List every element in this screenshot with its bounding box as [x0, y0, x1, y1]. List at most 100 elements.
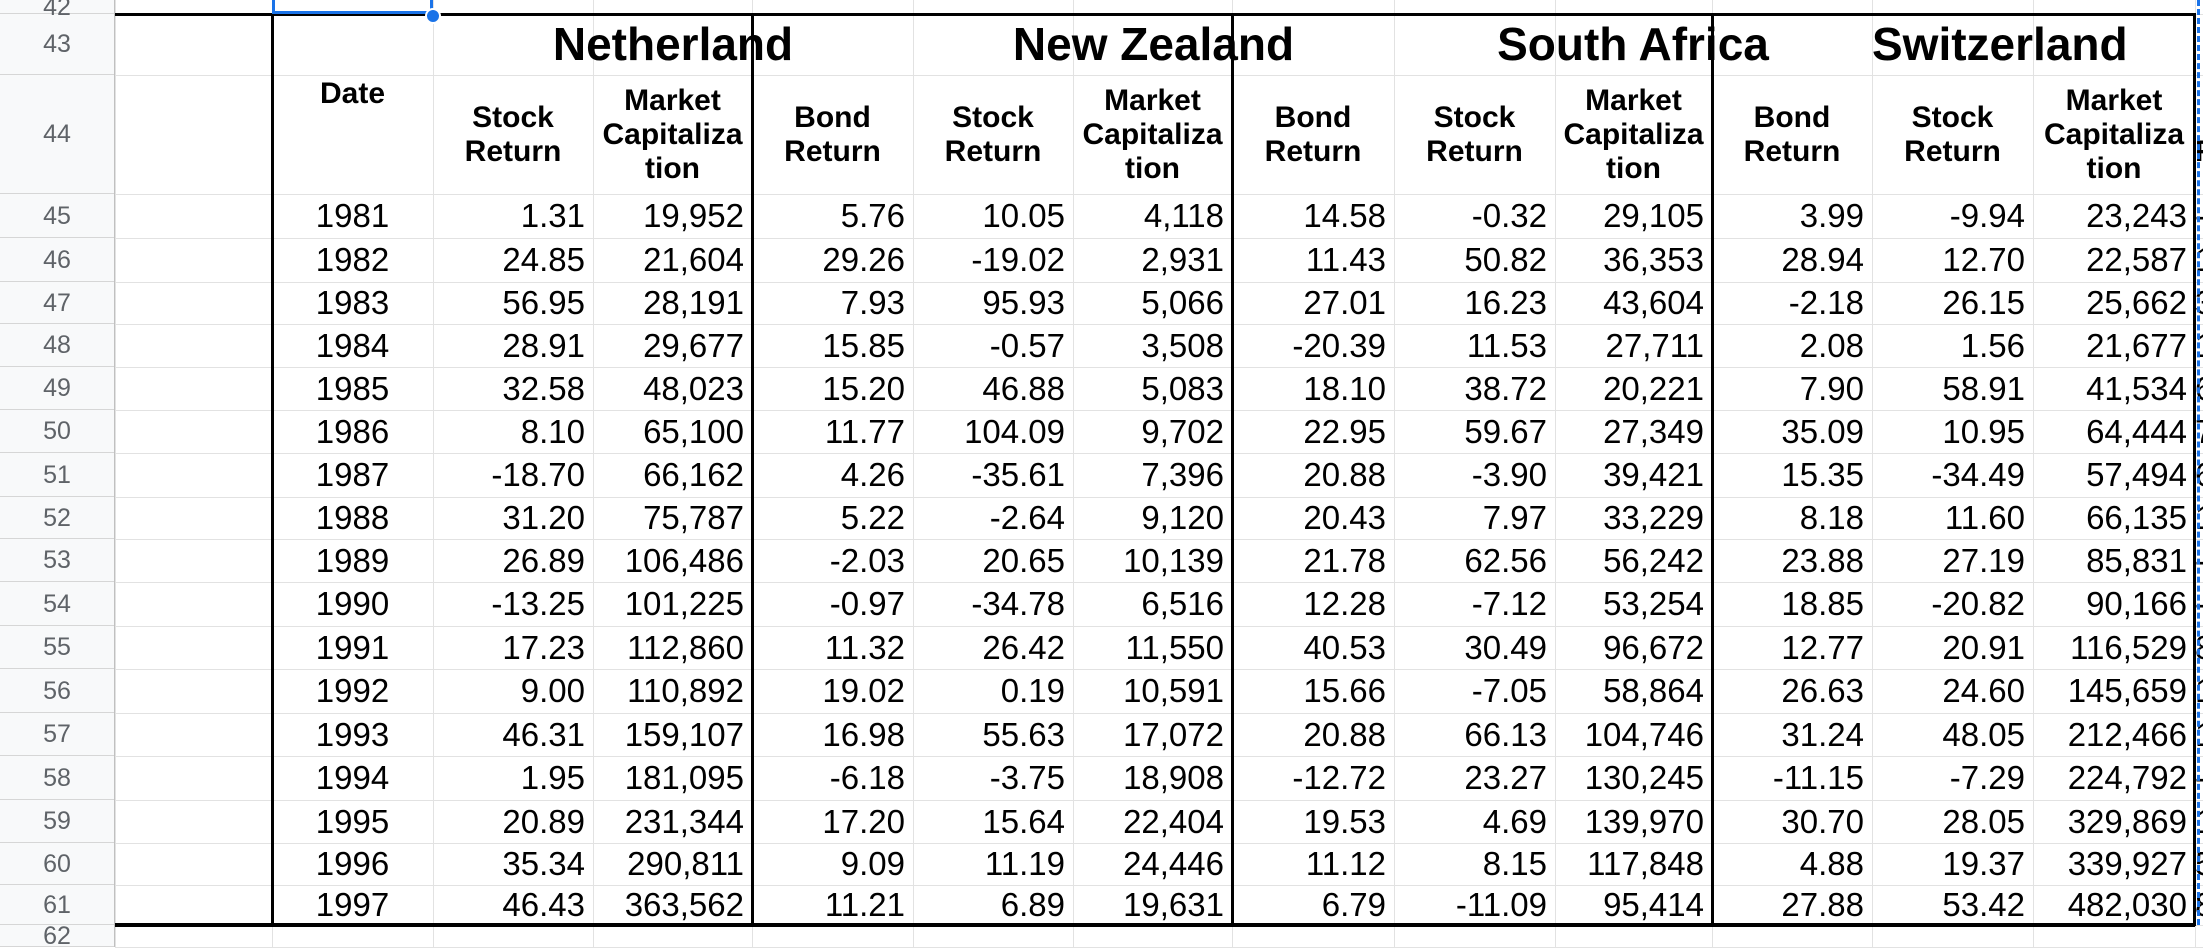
value-cell[interactable]: 2.08: [1799, 327, 1864, 364]
value-cell[interactable]: 20.43: [1303, 499, 1386, 536]
value-cell[interactable]: -7.29: [1949, 759, 2025, 796]
value-cell[interactable]: -20.39: [1292, 327, 1386, 364]
value-cell[interactable]: 7.90: [1799, 370, 1864, 407]
value-cell[interactable]: 290,811: [627, 845, 744, 882]
value-cell[interactable]: 29,677: [643, 327, 744, 364]
value-cell[interactable]: 41,534: [2086, 370, 2187, 407]
value-cell[interactable]: -0.32: [1471, 197, 1547, 234]
row-number[interactable]: 47: [0, 282, 114, 324]
value-cell[interactable]: 28.91: [502, 327, 585, 364]
value-cell[interactable]: 22,587: [2086, 241, 2187, 278]
value-cell[interactable]: 33,229: [1603, 499, 1704, 536]
value-cell[interactable]: 17,072: [1123, 716, 1224, 753]
value-cell[interactable]: 38.72: [1464, 370, 1547, 407]
value-cell[interactable]: 55.63: [982, 716, 1065, 753]
row-number[interactable]: 44: [0, 75, 114, 194]
value-cell[interactable]: 159,107: [624, 716, 744, 753]
value-cell[interactable]: 28.05: [1942, 803, 2025, 840]
value-cell[interactable]: 46.43: [502, 886, 585, 923]
value-cell[interactable]: 22,404: [1123, 803, 1224, 840]
value-cell[interactable]: -2.18: [1788, 284, 1864, 321]
value-cell[interactable]: 4.26: [840, 456, 905, 493]
row-number[interactable]: 49: [0, 367, 114, 410]
value-cell[interactable]: 17.23: [502, 629, 585, 666]
value-cell[interactable]: 10.95: [1942, 413, 2025, 450]
value-cell[interactable]: 66.13: [1464, 716, 1547, 753]
value-cell[interactable]: 26.63: [1781, 672, 1864, 709]
fill-handle[interactable]: [425, 8, 441, 24]
value-cell[interactable]: 24,446: [1123, 845, 1224, 882]
value-cell[interactable]: -18.70: [491, 456, 585, 493]
value-cell[interactable]: 95,414: [1603, 886, 1704, 923]
row-number[interactable]: 56: [0, 669, 114, 713]
value-cell[interactable]: 27.01: [1303, 284, 1386, 321]
row-number[interactable]: 48: [0, 324, 114, 367]
row-number[interactable]: 55: [0, 626, 114, 669]
value-cell[interactable]: 14.58: [1303, 197, 1386, 234]
value-cell[interactable]: -20.82: [1931, 585, 2025, 622]
value-cell[interactable]: 15.64: [982, 803, 1065, 840]
value-cell[interactable]: 11.43: [1305, 241, 1386, 278]
row-number[interactable]: 46: [0, 238, 114, 282]
row-number[interactable]: 58: [0, 756, 114, 800]
value-cell[interactable]: 15.35: [1781, 456, 1864, 493]
value-cell[interactable]: 30.49: [1464, 629, 1547, 666]
value-cell[interactable]: 106,486: [624, 542, 744, 579]
date-cell[interactable]: 1987: [315, 456, 390, 493]
value-cell[interactable]: 16.98: [822, 716, 905, 753]
date-cell[interactable]: 1994: [315, 759, 390, 796]
value-cell[interactable]: 11.19: [984, 845, 1065, 882]
date-cell[interactable]: 1985: [315, 370, 390, 407]
value-cell[interactable]: 7.93: [840, 284, 905, 321]
value-cell[interactable]: 31.24: [1781, 716, 1864, 753]
value-cell[interactable]: 0.19: [1000, 672, 1065, 709]
value-cell[interactable]: 329,869: [2067, 803, 2187, 840]
value-cell[interactable]: -34.78: [971, 585, 1065, 622]
value-cell[interactable]: -2.64: [989, 499, 1065, 536]
value-cell[interactable]: 4.69: [1482, 803, 1547, 840]
value-cell[interactable]: 46.88: [982, 370, 1065, 407]
value-cell[interactable]: 25,662: [2086, 284, 2187, 321]
value-cell[interactable]: 6.79: [1321, 886, 1386, 923]
value-cell[interactable]: 26.89: [502, 542, 585, 579]
value-cell[interactable]: 339,927: [2067, 845, 2187, 882]
value-cell[interactable]: 18.10: [1303, 370, 1386, 407]
value-cell[interactable]: -0.57: [989, 327, 1065, 364]
value-cell[interactable]: 21.78: [1303, 542, 1386, 579]
value-cell[interactable]: 2,931: [1141, 241, 1224, 278]
value-cell[interactable]: 20.91: [1942, 629, 2025, 666]
value-cell[interactable]: 19.53: [1303, 803, 1386, 840]
value-cell[interactable]: 23.88: [1781, 542, 1864, 579]
date-cell[interactable]: 1983: [315, 284, 390, 321]
cell-selection[interactable]: [272, 0, 433, 14]
value-cell[interactable]: -3.75: [989, 759, 1065, 796]
value-cell[interactable]: 58,864: [1603, 672, 1704, 709]
value-cell[interactable]: 19,631: [1123, 886, 1224, 923]
value-cell[interactable]: 7,396: [1141, 456, 1224, 493]
value-cell[interactable]: 32.58: [502, 370, 585, 407]
value-cell[interactable]: 24.60: [1942, 672, 2025, 709]
value-cell[interactable]: 117,848: [1587, 845, 1704, 882]
value-cell[interactable]: -9.94: [1949, 197, 2025, 234]
value-cell[interactable]: 363,562: [624, 886, 744, 923]
value-cell[interactable]: 110,892: [627, 672, 744, 709]
value-cell[interactable]: 66,135: [2086, 499, 2187, 536]
value-cell[interactable]: 23,243: [2086, 197, 2187, 234]
value-cell[interactable]: 31.20: [502, 499, 585, 536]
value-cell[interactable]: 26.42: [982, 629, 1065, 666]
value-cell[interactable]: 48,023: [643, 370, 744, 407]
value-cell[interactable]: 9.00: [520, 672, 585, 709]
value-cell[interactable]: 64,444: [2086, 413, 2187, 450]
date-cell[interactable]: 1995: [315, 803, 390, 840]
value-cell[interactable]: 50.82: [1464, 241, 1547, 278]
row-number[interactable]: 51: [0, 453, 114, 497]
value-cell[interactable]: 59.67: [1464, 413, 1547, 450]
value-cell[interactable]: 24.85: [502, 241, 585, 278]
value-cell[interactable]: 5,066: [1141, 284, 1224, 321]
value-cell[interactable]: 18,908: [1123, 759, 1224, 796]
value-cell[interactable]: 56,242: [1603, 542, 1704, 579]
value-cell[interactable]: -7.05: [1471, 672, 1547, 709]
date-cell[interactable]: 1989: [315, 542, 390, 579]
date-cell[interactable]: 1986: [315, 413, 390, 450]
value-cell[interactable]: 53,254: [1603, 585, 1704, 622]
